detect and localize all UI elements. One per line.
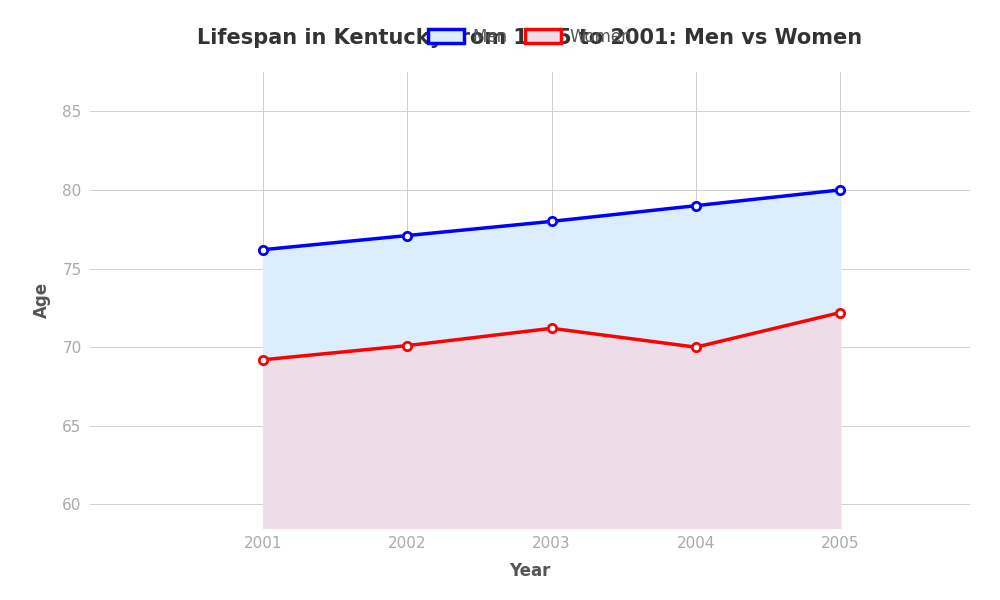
Title: Lifespan in Kentucky from 1965 to 2001: Men vs Women: Lifespan in Kentucky from 1965 to 2001: … — [197, 28, 863, 48]
X-axis label: Year: Year — [509, 562, 551, 580]
Y-axis label: Age: Age — [33, 282, 51, 318]
Legend: Men, Women: Men, Women — [421, 21, 639, 52]
